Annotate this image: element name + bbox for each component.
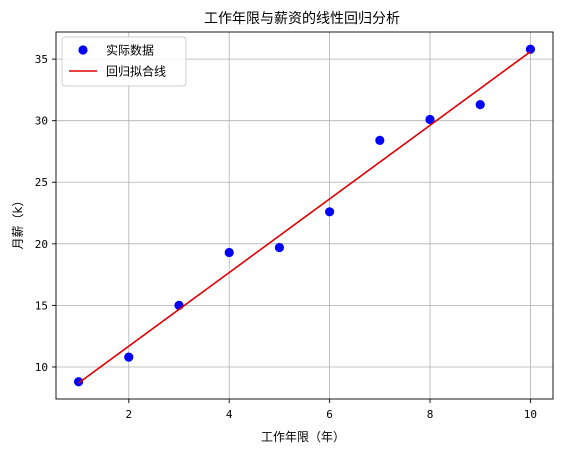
legend-scatter-marker [78, 45, 88, 55]
x-tick-label: 8 [427, 408, 434, 421]
x-tick-label: 6 [326, 408, 333, 421]
data-point [73, 377, 84, 387]
x-tick-label: 2 [125, 408, 132, 421]
y-axis-label: 月薪（k） [11, 195, 25, 250]
y-tick-label: 25 [35, 176, 48, 189]
data-point [475, 100, 485, 110]
data-point [325, 207, 335, 217]
data-point [274, 242, 284, 253]
legend: 实际数据 回归拟合线 [61, 36, 187, 87]
x-axis-label: 工作年限（年） [261, 430, 345, 444]
y-tick-label: 20 [35, 238, 48, 251]
plot-frame [55, 31, 554, 400]
x-tick-label: 10 [524, 408, 537, 421]
regression-line [78, 51, 531, 384]
data-point [124, 352, 134, 362]
watermark: 掘金技术社区 @ databook [338, 421, 548, 441]
data-point [425, 114, 435, 125]
legend-label-line: 回归拟合线 [106, 64, 166, 79]
y-tick-label: 15 [35, 299, 48, 312]
y-tick-label: 30 [35, 115, 48, 128]
data-point [224, 247, 234, 258]
data-point [375, 135, 385, 145]
x-tick-label: 4 [226, 408, 233, 421]
data-point [525, 44, 536, 54]
y-tick-label: 35 [35, 53, 48, 66]
y-tick-label: 10 [35, 361, 48, 374]
legend-label-scatter: 实际数据 [106, 43, 154, 58]
series-layer [73, 44, 536, 387]
axis-ticks: 2 4 6 8 10 10 15 20 25 30 35 [35, 53, 537, 421]
legend-box [61, 36, 187, 87]
chart-title: 工作年限与薪资的线性回归分析 [204, 10, 400, 27]
